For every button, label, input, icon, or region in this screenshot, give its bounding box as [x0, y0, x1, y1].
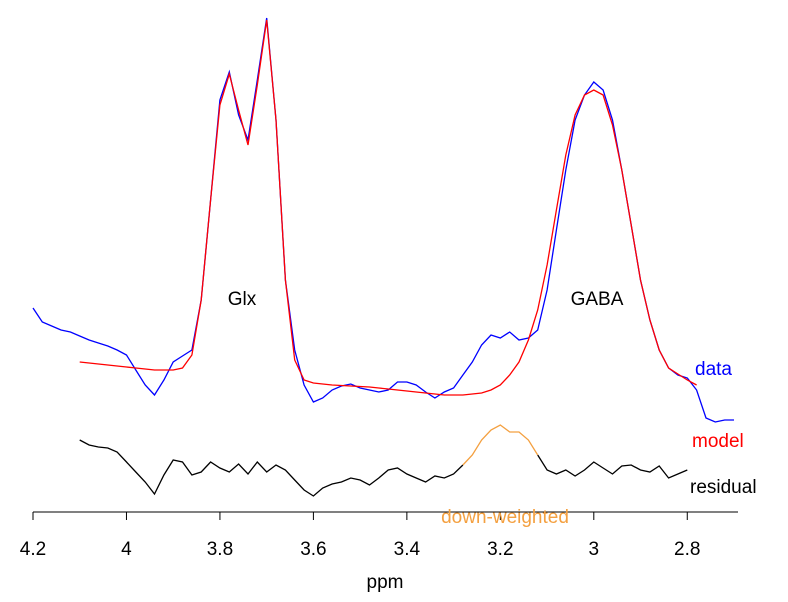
series-label: down-weighted	[441, 507, 569, 528]
x-tick-label: 3.6	[300, 539, 326, 560]
series-line	[462, 424, 539, 466]
series-label: residual	[690, 477, 757, 498]
x-tick-label: 3	[589, 539, 600, 560]
series-line	[32, 17, 734, 423]
x-tick-label: 4.2	[20, 539, 46, 560]
series-line	[79, 439, 688, 497]
annotation: Glx	[228, 289, 257, 310]
x-tick-label: 3.4	[394, 539, 421, 560]
x-tick-label: 3.8	[207, 539, 233, 560]
x-tick-label: 4	[121, 539, 132, 560]
series-line	[79, 19, 697, 396]
x-axis-label: ppm	[367, 572, 404, 593]
series-label: data	[695, 359, 732, 380]
series-label: model	[692, 431, 744, 452]
annotation: GABA	[571, 289, 624, 310]
x-tick-label: 2.8	[674, 539, 700, 560]
x-tick-label: 3.2	[487, 539, 513, 560]
